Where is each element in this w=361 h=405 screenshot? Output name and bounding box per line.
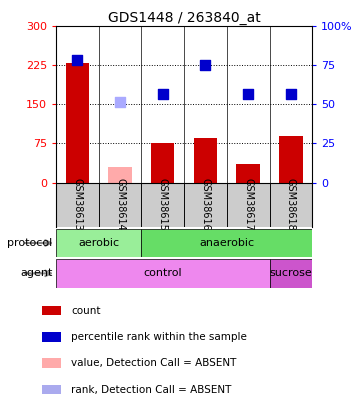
Text: GSM38616: GSM38616 [200, 178, 210, 231]
Bar [142, 183, 184, 227]
Bar [279, 136, 303, 183]
Bar [227, 183, 270, 227]
Point [203, 62, 208, 68]
Text: GSM38614: GSM38614 [115, 178, 125, 231]
Text: sucrose: sucrose [270, 269, 312, 278]
Text: protocol: protocol [7, 238, 52, 248]
Text: control: control [143, 269, 182, 278]
Bar [184, 183, 227, 227]
Bar [270, 259, 312, 288]
Bar [108, 167, 132, 183]
Text: count: count [71, 305, 101, 315]
Bar [66, 63, 89, 183]
Bar [56, 259, 270, 288]
Text: GSM38618: GSM38618 [286, 178, 296, 231]
Point [74, 57, 80, 64]
Text: GSM38617: GSM38617 [243, 178, 253, 231]
Text: GSM38615: GSM38615 [158, 178, 168, 231]
Text: aerobic: aerobic [78, 238, 119, 248]
Bar [142, 229, 312, 257]
Bar [56, 183, 99, 227]
Point [160, 91, 166, 97]
Text: percentile rank within the sample: percentile rank within the sample [71, 332, 247, 342]
Bar [151, 143, 174, 183]
Bar [42, 385, 61, 394]
Text: rank, Detection Call = ABSENT: rank, Detection Call = ABSENT [71, 384, 232, 394]
Point [117, 98, 123, 105]
Point [245, 91, 251, 97]
Text: anaerobic: anaerobic [199, 238, 255, 248]
Text: GSM38613: GSM38613 [72, 178, 82, 231]
Bar [42, 358, 61, 368]
Bar [270, 183, 312, 227]
Point [288, 91, 294, 97]
Text: agent: agent [20, 269, 52, 278]
Bar [236, 164, 260, 183]
Bar [56, 229, 142, 257]
Bar [42, 306, 61, 315]
Bar [99, 183, 142, 227]
Text: value, Detection Call = ABSENT: value, Detection Call = ABSENT [71, 358, 237, 368]
Bar [194, 138, 217, 183]
Bar [42, 332, 61, 342]
Title: GDS1448 / 263840_at: GDS1448 / 263840_at [108, 11, 261, 25]
